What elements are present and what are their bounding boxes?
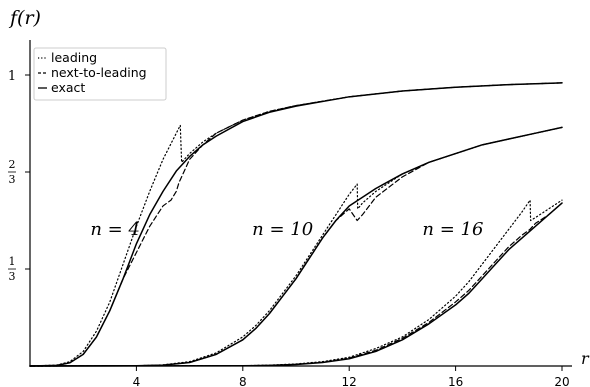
series-n10-dotted xyxy=(29,126,563,367)
ticks: 4 8 12 16 20 1 3 2 3 1 xyxy=(8,69,570,387)
legend-label: exact xyxy=(51,80,85,95)
annotation-label: n = 10 xyxy=(252,219,313,240)
series-n4-solid xyxy=(29,82,563,367)
x-axis-label: r xyxy=(581,349,590,368)
legend-box xyxy=(33,47,167,101)
legend-label: leading xyxy=(51,50,97,65)
x-tick-label: 16 xyxy=(448,375,463,387)
x-tick-label: 12 xyxy=(342,375,357,387)
y-tick-numerator: 2 xyxy=(9,158,16,171)
series-n10-solid xyxy=(29,126,563,367)
annotation-label: n = 4 xyxy=(90,219,140,240)
y-tick-numerator: 1 xyxy=(9,255,16,268)
curves xyxy=(29,82,563,367)
y-axis-label: f(r) xyxy=(8,7,41,29)
annotation-label: n = 16 xyxy=(422,219,483,240)
series-n4-dotted xyxy=(29,82,563,367)
labels: f(r) r n = 4 n = 10 n = 16 xyxy=(8,7,590,368)
series-n10-dashed xyxy=(29,126,563,367)
y-tick-denominator: 3 xyxy=(9,173,16,186)
legend-label: next-to-leading xyxy=(51,65,147,80)
y-tick-label: 1 xyxy=(8,69,16,84)
x-tick-label: 8 xyxy=(239,375,247,387)
series-n16-solid xyxy=(29,202,563,367)
x-tick-label: 4 xyxy=(133,375,141,387)
y-tick-denominator: 3 xyxy=(9,270,16,283)
x-tick-label: 20 xyxy=(554,375,569,387)
